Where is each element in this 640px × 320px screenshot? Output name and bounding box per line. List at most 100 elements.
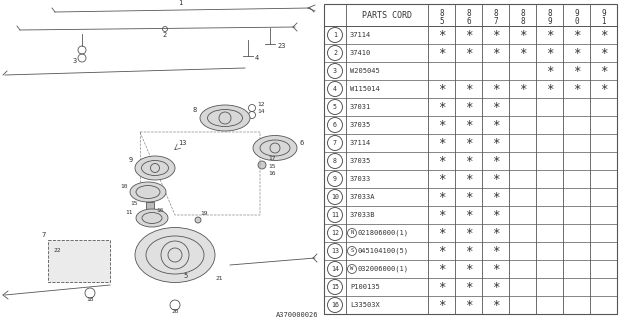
- Text: 11: 11: [125, 210, 133, 215]
- Text: 3: 3: [73, 58, 77, 64]
- Text: 1: 1: [601, 17, 606, 26]
- Text: 0: 0: [574, 17, 579, 26]
- Circle shape: [258, 161, 266, 169]
- Text: *: *: [600, 83, 607, 95]
- Text: 15: 15: [331, 284, 339, 290]
- Text: *: *: [465, 172, 472, 186]
- Text: 11: 11: [331, 212, 339, 218]
- Text: *: *: [492, 227, 499, 239]
- Text: 37033A: 37033A: [350, 194, 376, 200]
- Text: *: *: [492, 100, 499, 114]
- Text: 6: 6: [333, 122, 337, 128]
- Text: 18: 18: [86, 297, 93, 302]
- Text: 2: 2: [333, 50, 337, 56]
- Text: 15: 15: [131, 201, 138, 206]
- Text: 8: 8: [333, 158, 337, 164]
- Text: 15: 15: [268, 164, 275, 169]
- Text: 22: 22: [53, 248, 61, 253]
- Text: 9: 9: [547, 17, 552, 26]
- Text: 37410: 37410: [350, 50, 371, 56]
- Text: 7: 7: [333, 140, 337, 146]
- Text: 9: 9: [333, 176, 337, 182]
- Text: 37033B: 37033B: [350, 212, 376, 218]
- Text: *: *: [519, 46, 526, 60]
- Text: 14: 14: [331, 266, 339, 272]
- Text: 8: 8: [439, 9, 444, 18]
- Text: *: *: [465, 28, 472, 42]
- Text: *: *: [600, 65, 607, 77]
- Text: 12: 12: [331, 230, 339, 236]
- Text: *: *: [438, 172, 445, 186]
- Text: *: *: [492, 118, 499, 132]
- Text: 13: 13: [178, 140, 186, 146]
- Text: *: *: [546, 28, 553, 42]
- Text: *: *: [492, 83, 499, 95]
- Text: 10: 10: [331, 194, 339, 200]
- Text: 16: 16: [268, 171, 275, 176]
- Text: *: *: [438, 209, 445, 221]
- Text: 8: 8: [466, 9, 471, 18]
- Text: *: *: [465, 190, 472, 204]
- Text: 6: 6: [466, 17, 471, 26]
- Text: 8: 8: [193, 107, 197, 113]
- Text: 9: 9: [601, 9, 606, 18]
- Text: 17: 17: [268, 156, 275, 161]
- Text: *: *: [573, 65, 580, 77]
- Text: *: *: [573, 46, 580, 60]
- Text: *: *: [492, 190, 499, 204]
- Text: W205045: W205045: [350, 68, 380, 74]
- Text: 4: 4: [255, 55, 259, 61]
- Text: 021806000(1): 021806000(1): [358, 230, 409, 236]
- Text: *: *: [438, 83, 445, 95]
- Text: *: *: [492, 262, 499, 276]
- FancyBboxPatch shape: [48, 240, 110, 282]
- Text: *: *: [492, 28, 499, 42]
- Text: *: *: [573, 28, 580, 42]
- Text: *: *: [465, 83, 472, 95]
- Text: 8: 8: [547, 9, 552, 18]
- Text: *: *: [492, 209, 499, 221]
- Text: 9: 9: [129, 157, 133, 163]
- Text: 045104100(5): 045104100(5): [358, 248, 409, 254]
- Text: *: *: [465, 209, 472, 221]
- Text: *: *: [546, 46, 553, 60]
- Text: *: *: [438, 299, 445, 311]
- Text: 3: 3: [333, 68, 337, 74]
- Text: W: W: [350, 267, 354, 271]
- Text: N: N: [350, 230, 354, 236]
- Text: 7: 7: [493, 17, 498, 26]
- Text: 5: 5: [183, 273, 188, 279]
- Text: 19: 19: [200, 211, 207, 216]
- Text: *: *: [438, 262, 445, 276]
- Text: 37114: 37114: [350, 32, 371, 38]
- Text: *: *: [465, 46, 472, 60]
- Text: *: *: [519, 28, 526, 42]
- Text: *: *: [492, 155, 499, 167]
- Ellipse shape: [130, 182, 166, 202]
- Ellipse shape: [200, 105, 250, 131]
- Text: 16: 16: [331, 302, 339, 308]
- Text: *: *: [465, 244, 472, 258]
- Text: 16: 16: [156, 208, 163, 213]
- Text: 4: 4: [333, 86, 337, 92]
- Text: *: *: [546, 83, 553, 95]
- Text: *: *: [438, 155, 445, 167]
- Text: *: *: [438, 118, 445, 132]
- Text: *: *: [465, 137, 472, 149]
- Text: *: *: [438, 227, 445, 239]
- Text: *: *: [492, 281, 499, 293]
- FancyBboxPatch shape: [146, 202, 154, 210]
- Text: 37035: 37035: [350, 158, 371, 164]
- Text: *: *: [492, 137, 499, 149]
- Text: 7: 7: [42, 232, 46, 238]
- Text: 8: 8: [520, 9, 525, 18]
- Text: *: *: [600, 46, 607, 60]
- Text: *: *: [438, 190, 445, 204]
- Text: *: *: [465, 100, 472, 114]
- Text: 10: 10: [120, 184, 128, 189]
- Text: 37033: 37033: [350, 176, 371, 182]
- Text: 2: 2: [163, 32, 167, 38]
- Text: 37035: 37035: [350, 122, 371, 128]
- Text: *: *: [546, 65, 553, 77]
- Text: P100135: P100135: [350, 284, 380, 290]
